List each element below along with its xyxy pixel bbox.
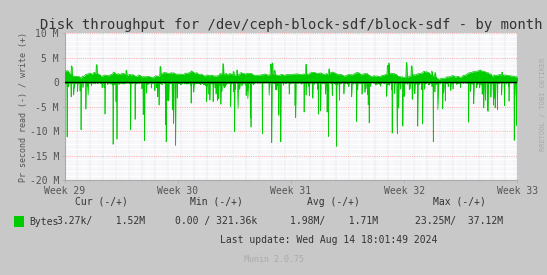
Text: 0.00 / 321.36k: 0.00 / 321.36k [175,216,257,226]
Text: Cur (-/+): Cur (-/+) [75,197,127,207]
Text: Bytes: Bytes [29,217,59,227]
Text: 1.98M/    1.71M: 1.98M/ 1.71M [289,216,378,226]
Text: Max (-/+): Max (-/+) [433,197,486,207]
Text: Munin 2.0.75: Munin 2.0.75 [243,255,304,264]
Y-axis label: Pr second read (-) / write (+): Pr second read (-) / write (+) [19,32,28,182]
Text: Avg (-/+): Avg (-/+) [307,197,360,207]
Title: Disk throughput for /dev/ceph-block-sdf/block-sdf - by month: Disk throughput for /dev/ceph-block-sdf/… [40,18,542,32]
Text: 23.25M/  37.12M: 23.25M/ 37.12M [415,216,504,226]
Text: RRDTOOL / TOBI OETIKER: RRDTOOL / TOBI OETIKER [540,58,546,151]
Text: Last update: Wed Aug 14 18:01:49 2024: Last update: Wed Aug 14 18:01:49 2024 [219,235,437,244]
Text: 3.27k/    1.52M: 3.27k/ 1.52M [57,216,146,226]
Text: Min (-/+): Min (-/+) [190,197,242,207]
